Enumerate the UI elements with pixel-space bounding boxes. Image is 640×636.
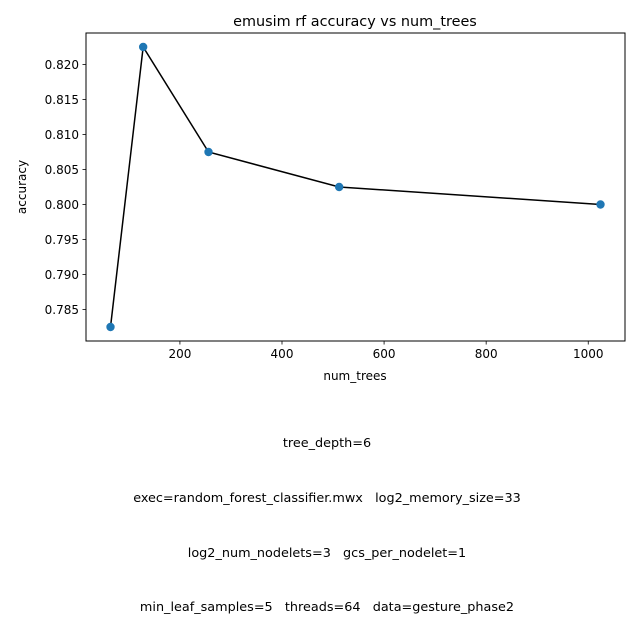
data-point	[204, 147, 213, 157]
x-tick-label: 400	[271, 347, 294, 361]
series-group	[106, 42, 605, 332]
caption-line: tree_depth=6	[282, 436, 372, 452]
x-tick-label: 200	[168, 347, 191, 361]
y-tick-label: 0.820	[45, 58, 79, 72]
x-axis: 200 400 600 800 1000	[168, 341, 604, 361]
x-tick-label: 600	[373, 347, 396, 361]
x-tick-label: 800	[475, 347, 498, 361]
y-tick-label: 0.805	[45, 163, 79, 177]
y-axis: 0.785 0.790 0.795 0.800 0.805 0.810 0.815 0.820	[45, 58, 86, 317]
caption-line: exec=random_forest_classifier.mwx log2_m…	[133, 491, 521, 507]
y-tick-label: 0.795	[45, 233, 79, 247]
caption-line: min_leaf_samples=5 threads=64 data=gestu…	[139, 600, 515, 616]
parameter-caption: tree_depth=6 exec=random_forest_classifi…	[0, 399, 640, 636]
y-tick-label: 0.810	[45, 128, 79, 142]
x-axis-label: num_trees	[323, 369, 386, 383]
chart: emusim rf accuracy vs num_trees 200 400 60…	[15, 14, 626, 383]
plot-frame	[85, 32, 626, 342]
y-tick-label: 0.790	[45, 268, 79, 282]
data-point	[334, 182, 344, 192]
data-point	[138, 42, 148, 52]
data-point	[596, 200, 605, 209]
data-point	[106, 322, 115, 332]
y-axis-label: accuracy	[15, 160, 29, 214]
y-tick-label: 0.785	[45, 303, 79, 317]
series-line	[109, 44, 601, 328]
caption-line: log2_num_nodelets=3 gcs_per_nodelet=1	[187, 545, 467, 561]
x-tick-label: 1000	[573, 347, 604, 361]
chart-title: emusim rf accuracy vs num_trees	[233, 14, 477, 30]
y-tick-label: 0.815	[45, 93, 79, 107]
y-tick-label: 0.800	[45, 198, 79, 212]
